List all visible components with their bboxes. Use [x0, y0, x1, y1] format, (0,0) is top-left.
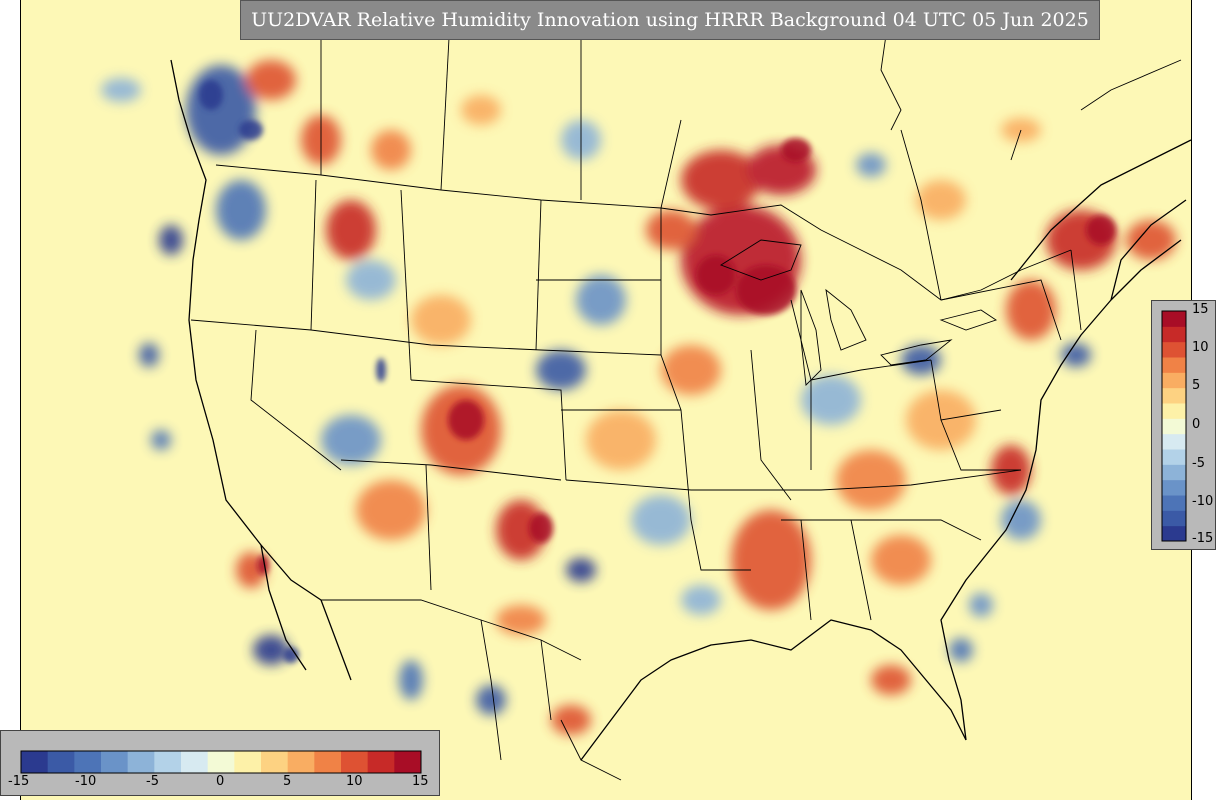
colorbar-tick-label: -10	[1192, 494, 1214, 509]
colorbar-swatch	[1162, 464, 1186, 481]
colorbar-swatch	[1162, 479, 1186, 496]
colorbar-swatch	[207, 751, 235, 773]
colorbar-swatch	[1162, 311, 1186, 327]
colorbar-swatch	[314, 751, 342, 773]
colorbar-tick-label: 5	[283, 774, 292, 789]
innovation-detail	[199, 80, 1116, 663]
colorbar-swatch	[1162, 372, 1186, 389]
colorbar-swatch	[1162, 403, 1186, 419]
colorbar-swatch	[1162, 495, 1186, 511]
colorbar-swatch	[181, 751, 209, 773]
colorbar-outline	[20, 750, 422, 774]
colorbar-swatch	[367, 751, 395, 773]
colorbar-swatch	[1162, 525, 1186, 542]
colorbar-tick-label: 10	[346, 774, 363, 789]
colorbar-swatch	[101, 751, 129, 773]
colorbar-swatch	[1162, 387, 1186, 404]
colorbar-swatch	[341, 751, 369, 773]
colorbar-horizontal: -15 -10 -5 0 5 10 15	[0, 730, 440, 796]
coastlines	[170, 59, 1191, 761]
colorbar-swatch	[1162, 418, 1186, 435]
colorbar-swatch	[21, 751, 49, 773]
colorbar-tick-label: 10	[1192, 340, 1209, 355]
colorbar-tick-label: -5	[146, 774, 159, 789]
colorbar-swatch	[1162, 433, 1186, 450]
colorbar-swatch	[154, 751, 182, 773]
map-title: UU2DVAR Relative Humidity Innovation usi…	[240, 0, 1100, 40]
colorbar-tick-label: 15	[412, 774, 429, 789]
colorbar-tick-label: 5	[1192, 378, 1201, 393]
colorbar-outline	[1161, 310, 1187, 542]
colorbar-tick-label: 0	[1192, 417, 1201, 432]
colorbar-swatch	[1162, 449, 1186, 465]
colorbar-swatch	[261, 751, 289, 773]
colorbar-horizontal-swatches	[20, 750, 422, 774]
colorbar-tick-label: -5	[1192, 456, 1205, 471]
colorbar-swatch	[287, 751, 315, 773]
colorbar-tick-label: -10	[75, 774, 97, 789]
colorbar-vertical-swatches	[1161, 310, 1187, 542]
colorbar-vertical: 15 10 5 0 -5 -10 -15	[1151, 300, 1216, 550]
colorbar-swatch	[1162, 341, 1186, 358]
map-canvas	[21, 0, 1191, 800]
colorbar-swatch	[74, 751, 102, 773]
map-panel[interactable]	[20, 0, 1192, 800]
colorbar-tick-label: 0	[216, 774, 225, 789]
colorbar-swatch	[234, 751, 262, 773]
colorbar-swatch	[47, 751, 75, 773]
colorbar-swatch	[1162, 357, 1186, 373]
colorbar-swatch	[394, 751, 422, 773]
colorbar-tick-label: -15	[8, 774, 30, 789]
state-borders	[190, 0, 1182, 781]
colorbar-tick-label: -15	[1192, 531, 1214, 546]
colorbar-swatch	[127, 751, 155, 773]
colorbar-tick-label: 15	[1192, 302, 1209, 317]
innovation-field	[101, 60, 1176, 735]
colorbar-swatch	[1162, 510, 1186, 527]
colorbar-swatch	[1162, 326, 1186, 343]
